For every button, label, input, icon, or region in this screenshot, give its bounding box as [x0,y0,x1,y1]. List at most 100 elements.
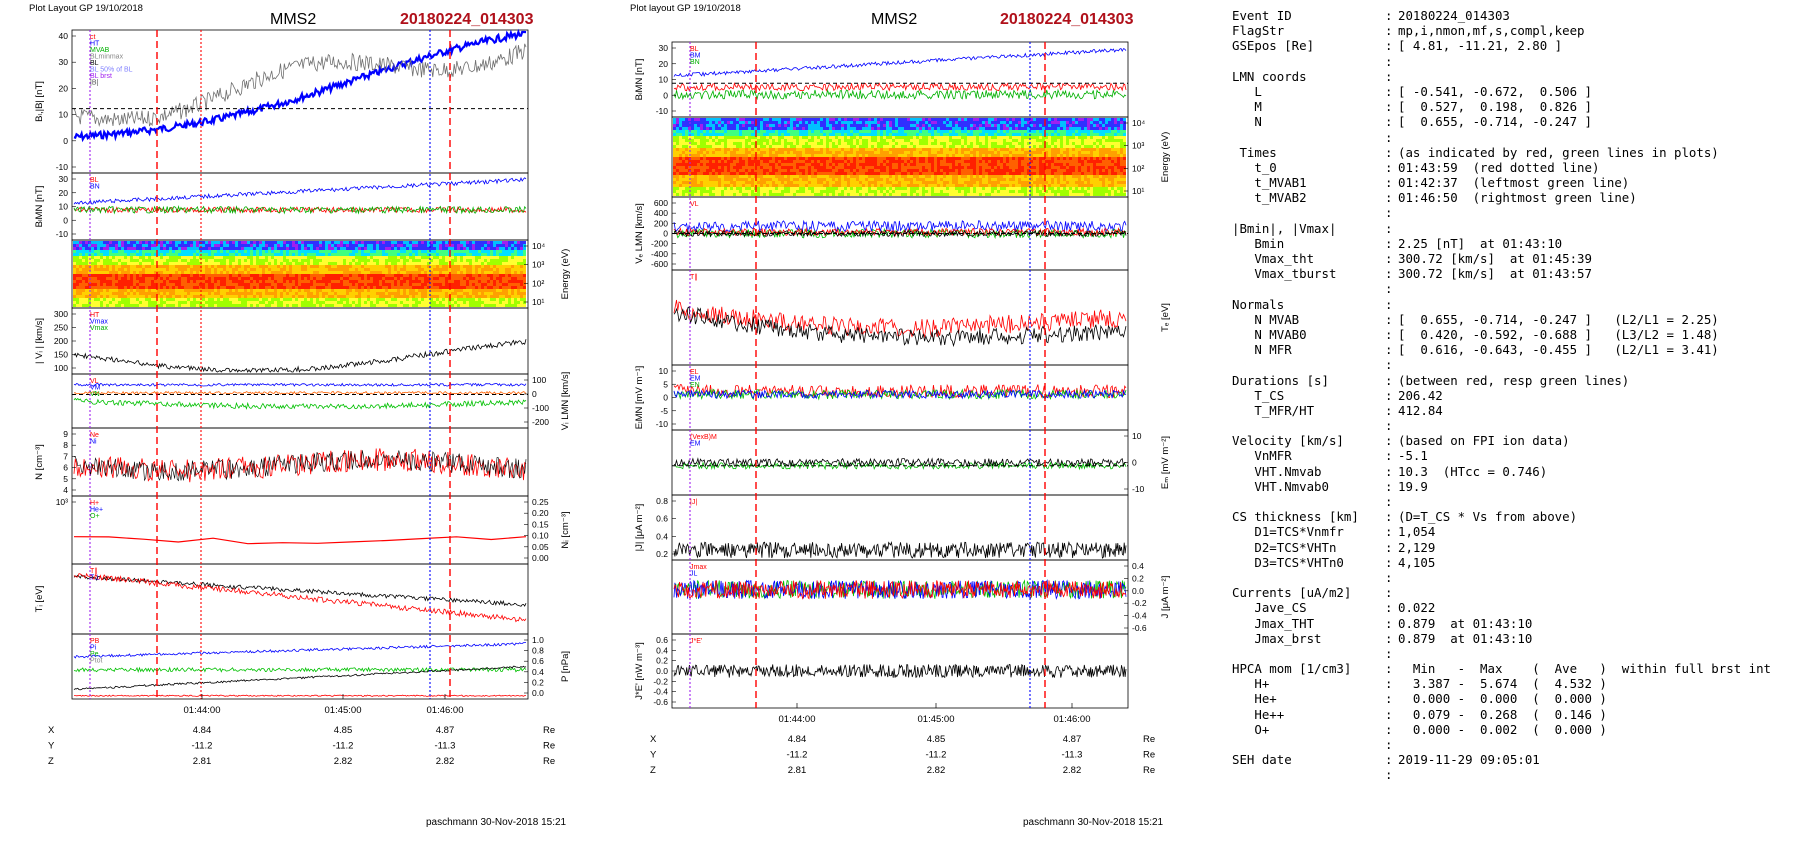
spectrogram-cell [421,304,424,307]
spectrogram-cell [421,295,424,298]
spectrogram-cell [355,283,358,286]
spectrogram-cell [730,139,733,142]
spectrogram-cell [862,133,865,136]
spectrogram-cell [745,142,748,145]
spectrogram-cell [376,277,379,280]
spectrogram-cell [361,247,364,250]
spectrogram-cell [475,292,478,295]
spectrogram-cell [370,280,373,283]
spectrogram-cell [847,118,850,121]
spectrogram-cell [322,292,325,295]
spectrogram-cell [226,274,229,277]
spectrogram-cell [916,139,919,142]
spectrogram-cell [292,274,295,277]
spectrogram-cell [388,283,391,286]
spectrogram-cell [976,118,979,121]
spectrogram-cell [820,124,823,127]
spectrogram-cell [910,145,913,148]
spectrogram-cell [370,250,373,253]
spectrogram-cell [475,256,478,259]
spectrogram-cell [871,136,874,139]
spectrogram-cell [736,136,739,139]
spectrogram-cell [334,301,337,304]
spectrogram-cell [523,271,526,274]
spectrogram-cell [703,139,706,142]
spectrogram-cell [682,130,685,133]
spectrogram-cell [988,133,991,136]
spectrogram-cell [496,301,499,304]
spectrogram-cell [328,256,331,259]
spectrogram-cell [316,259,319,262]
spectrogram-cell [217,283,220,286]
spectrogram-cell [262,277,265,280]
spectrogram-cell [418,280,421,283]
spectrogram-cell [241,274,244,277]
spectrogram-cell [937,118,940,121]
spectrogram-cell [976,124,979,127]
spectrogram-cell [226,277,229,280]
spectrogram-cell [406,289,409,292]
spectrogram-cell [442,292,445,295]
spectrogram-cell [316,247,319,250]
spectrogram-cell [1027,139,1030,142]
spectrogram-cell [214,301,217,304]
spectrogram-cell [262,259,265,262]
spectrogram-cell [232,256,235,259]
spectrogram-cell [1102,127,1105,130]
spectrogram-cell [946,127,949,130]
spectrogram-cell [373,262,376,265]
spectrogram-cell [229,292,232,295]
spectrogram-cell [916,136,919,139]
spectrogram-cell [499,304,502,307]
spectrogram-cell [796,133,799,136]
spectrogram-cell [412,244,415,247]
spectrogram-cell [499,244,502,247]
spectrogram-cell [712,121,715,124]
spectrogram-cell [205,295,208,298]
spectrogram-cell [523,298,526,301]
spectrogram-cell [235,268,238,271]
spectrogram-cell [490,250,493,253]
spectrogram-cell [103,247,106,250]
spectrogram-cell [166,280,169,283]
spectrogram-cell [706,124,709,127]
y-tick-label: 4 [63,485,68,495]
spectrogram-cell [424,250,427,253]
spectrogram-cell [367,295,370,298]
spectrogram-cell [163,301,166,304]
spectrogram-cell [352,286,355,289]
spectrogram-cell [94,286,97,289]
spectrogram-cell [199,283,202,286]
spectrogram-cell [130,262,133,265]
spectrogram-cell [925,142,928,145]
spectrogram-cell [76,283,79,286]
spectrogram-cell [175,268,178,271]
spectrogram-cell [214,253,217,256]
spectrogram-cell [172,280,175,283]
spectrogram-cell [82,304,85,307]
spectrogram-cell [823,118,826,121]
spectrogram-cell [1021,133,1024,136]
spectrogram-cell [265,268,268,271]
spectrogram-cell [337,289,340,292]
spectrogram-cell [835,139,838,142]
spectrogram-cell [91,274,94,277]
spectrogram-cell [412,292,415,295]
spectrogram-cell [1123,136,1126,139]
spectrogram-cell [379,250,382,253]
spectrogram-cell [256,286,259,289]
spectrogram-cell [160,250,163,253]
spectrogram-cell [439,259,442,262]
spectrogram-cell [832,118,835,121]
spectrogram-cell [277,268,280,271]
spectrogram-cell [295,289,298,292]
spectrogram-cell [271,277,274,280]
spectrogram-cell [499,298,502,301]
spectrogram-cell [295,304,298,307]
spectrogram-cell [1051,124,1054,127]
spectrogram-cell [1030,118,1033,121]
spectrogram-cell [484,274,487,277]
spectrogram-cell [688,139,691,142]
spectrogram-cell [424,247,427,250]
spectrogram-cell [859,139,862,142]
